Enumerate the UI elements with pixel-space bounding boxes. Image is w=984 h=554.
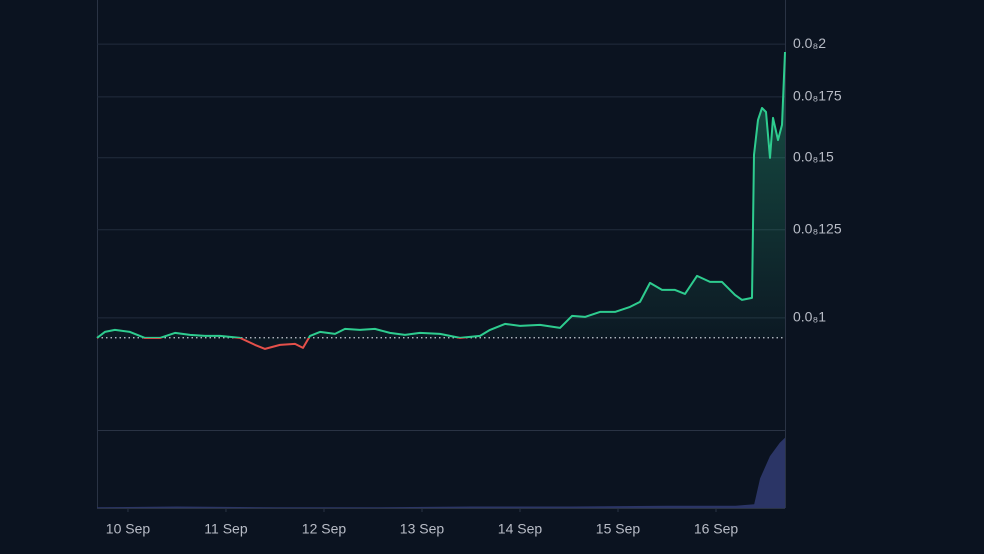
price-line	[96, 51, 786, 350]
y-tick-label: 0.0₈15	[793, 148, 834, 164]
y-tick-label: 0.0₈1	[793, 309, 826, 325]
x-tick-label: 11 Sep	[204, 521, 248, 537]
x-tick-label: 16 Sep	[694, 521, 739, 537]
x-tick-label: 15 Sep	[596, 521, 641, 537]
x-tick-label: 10 Sep	[106, 521, 151, 537]
x-tick-label: 12 Sep	[302, 521, 347, 537]
y-tick-label: 0.0₈175	[793, 88, 842, 104]
y-tick-label: 0.0₈2	[793, 35, 826, 51]
y-tick-label: 0.0₈125	[793, 220, 842, 236]
x-tick-label: 14 Sep	[498, 521, 543, 537]
x-tick-label: 13 Sep	[400, 521, 445, 537]
price-area	[97, 52, 785, 349]
